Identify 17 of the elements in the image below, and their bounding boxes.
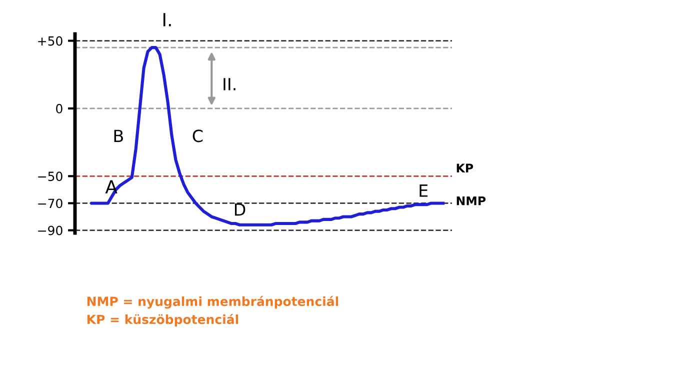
annotation: II. [224, 78, 236, 90]
y-tick-label: −90 [38, 226, 62, 236]
annotation: D [234, 203, 246, 216]
y-tick-label: −50 [38, 172, 62, 182]
annotation: B [114, 130, 123, 142]
line-series [90, 46, 445, 226]
annotation: E [420, 184, 428, 197]
y-tick-label: +50 [38, 36, 62, 46]
ref-line-label: NMP [456, 196, 486, 206]
text: KP = küszöbpotenciál [87, 314, 238, 327]
text: NMP = nyugalmi membránpotenciál [87, 296, 338, 309]
text: I. [163, 13, 171, 26]
annotation: A [105, 180, 118, 194]
y-tick-label: 0 [56, 104, 62, 114]
annotation: C [192, 130, 203, 142]
y-tick-label: −70 [38, 198, 62, 208]
ref-line-label: KP [456, 164, 474, 172]
